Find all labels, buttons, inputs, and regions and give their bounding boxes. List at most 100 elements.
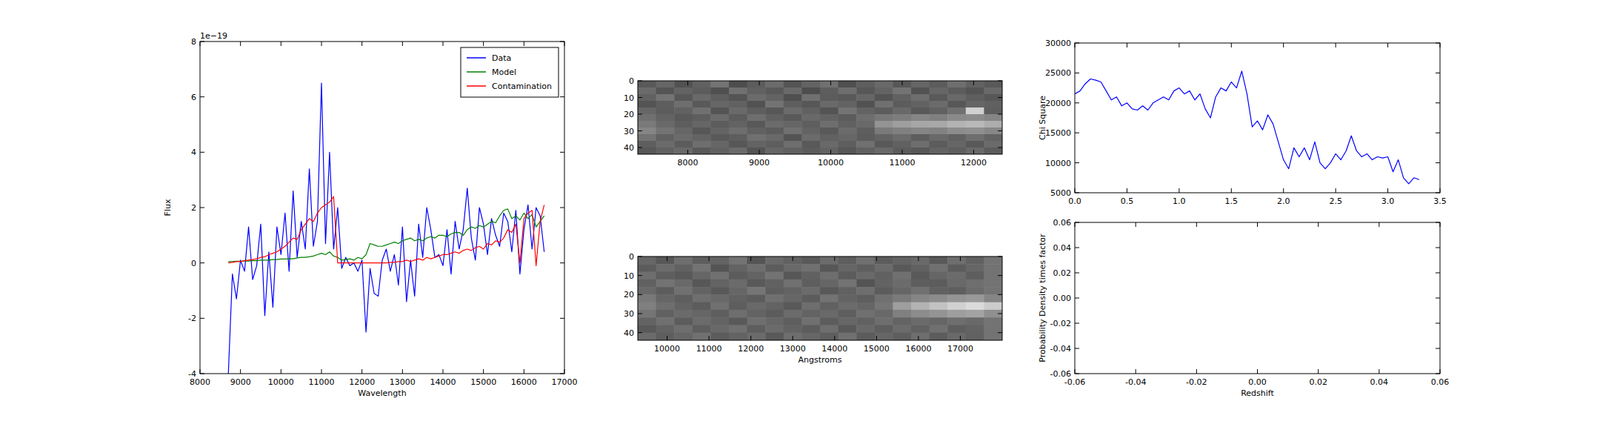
cell [911, 140, 930, 149]
x-tick [1257, 222, 1258, 227]
cell [728, 294, 748, 303]
cell [765, 309, 784, 318]
x-tick-label: 11000 [696, 343, 723, 354]
cell [856, 302, 875, 311]
cell [820, 114, 839, 122]
x-tick [1440, 222, 1441, 227]
cell [892, 120, 912, 129]
y-tick [200, 41, 205, 43]
cell [929, 127, 949, 135]
cell [965, 309, 985, 318]
x-axis-label: Redshift [1240, 388, 1275, 398]
cell [637, 114, 657, 122]
cell [838, 80, 858, 89]
cell [747, 324, 766, 333]
cell [983, 140, 1003, 149]
plot-area [1074, 71, 1420, 184]
cell [637, 256, 657, 265]
cell [929, 120, 949, 129]
y-tick [560, 317, 565, 319]
cell [947, 107, 966, 115]
cell [801, 120, 820, 129]
cell [947, 279, 966, 288]
x-tick-label: -0.02 [1185, 377, 1207, 387]
cell [637, 286, 657, 295]
x-tick [759, 80, 760, 86]
cell [765, 324, 784, 333]
cell [747, 317, 766, 326]
cell [710, 140, 729, 149]
cell [728, 302, 748, 311]
cell [637, 294, 657, 303]
cell [637, 302, 657, 311]
cell [656, 94, 675, 102]
y-tick-label: -0.02 [1050, 318, 1072, 329]
y-tick [200, 373, 205, 375]
y-tick [560, 151, 565, 153]
cell [765, 120, 784, 129]
cell [710, 263, 729, 272]
cell [765, 294, 784, 303]
y-tick-label: 10 [623, 271, 635, 281]
cell [728, 134, 748, 142]
cell [710, 87, 729, 95]
y-tick-label: 6 [191, 92, 197, 103]
cell [656, 302, 675, 311]
y-tick [1074, 348, 1080, 349]
cell [856, 332, 875, 340]
cell [929, 324, 949, 333]
cell [874, 140, 894, 149]
cell [637, 127, 657, 135]
y-tick [637, 256, 643, 258]
cell [765, 87, 784, 95]
cell [892, 263, 912, 272]
cell [728, 107, 748, 115]
cell [692, 120, 712, 129]
cell [929, 256, 949, 265]
cell [783, 100, 803, 109]
cell [747, 147, 766, 155]
y-tick [1435, 297, 1440, 299]
cell [728, 332, 748, 340]
x-tick [917, 256, 919, 261]
y-tick-label: 2 [191, 202, 197, 213]
x-tick [240, 41, 241, 46]
cell [656, 120, 675, 129]
cell [838, 309, 858, 318]
cell [747, 94, 766, 102]
cell [783, 107, 803, 115]
cell [728, 263, 748, 272]
cell [728, 256, 748, 265]
y-tick-label: 20 [623, 109, 635, 120]
cell [710, 127, 729, 135]
x-tick [1074, 222, 1076, 227]
cell [856, 80, 875, 89]
cell [656, 114, 675, 122]
cell [983, 120, 1003, 129]
cell [765, 332, 784, 340]
x-tick-label: 11000 [888, 157, 915, 168]
cell [929, 279, 949, 288]
x-tick [280, 368, 282, 374]
cell [747, 120, 766, 129]
cell [674, 256, 693, 265]
cell [656, 140, 675, 149]
cell [892, 94, 912, 102]
cell [783, 302, 803, 311]
cell [801, 332, 820, 340]
cell [983, 309, 1003, 318]
x-tick-label: 12000 [737, 343, 764, 354]
cell [728, 271, 748, 280]
cell [911, 309, 930, 318]
x-tick-label: 10000 [654, 343, 680, 354]
cell [710, 80, 729, 89]
cell [692, 114, 712, 122]
x-tick-label: 14000 [430, 377, 457, 387]
cell [947, 256, 966, 265]
y-tick [200, 207, 205, 209]
cell [674, 324, 693, 333]
x-tick [917, 335, 919, 340]
cell [856, 100, 875, 109]
y-tick [1074, 322, 1080, 324]
cell [911, 279, 930, 288]
